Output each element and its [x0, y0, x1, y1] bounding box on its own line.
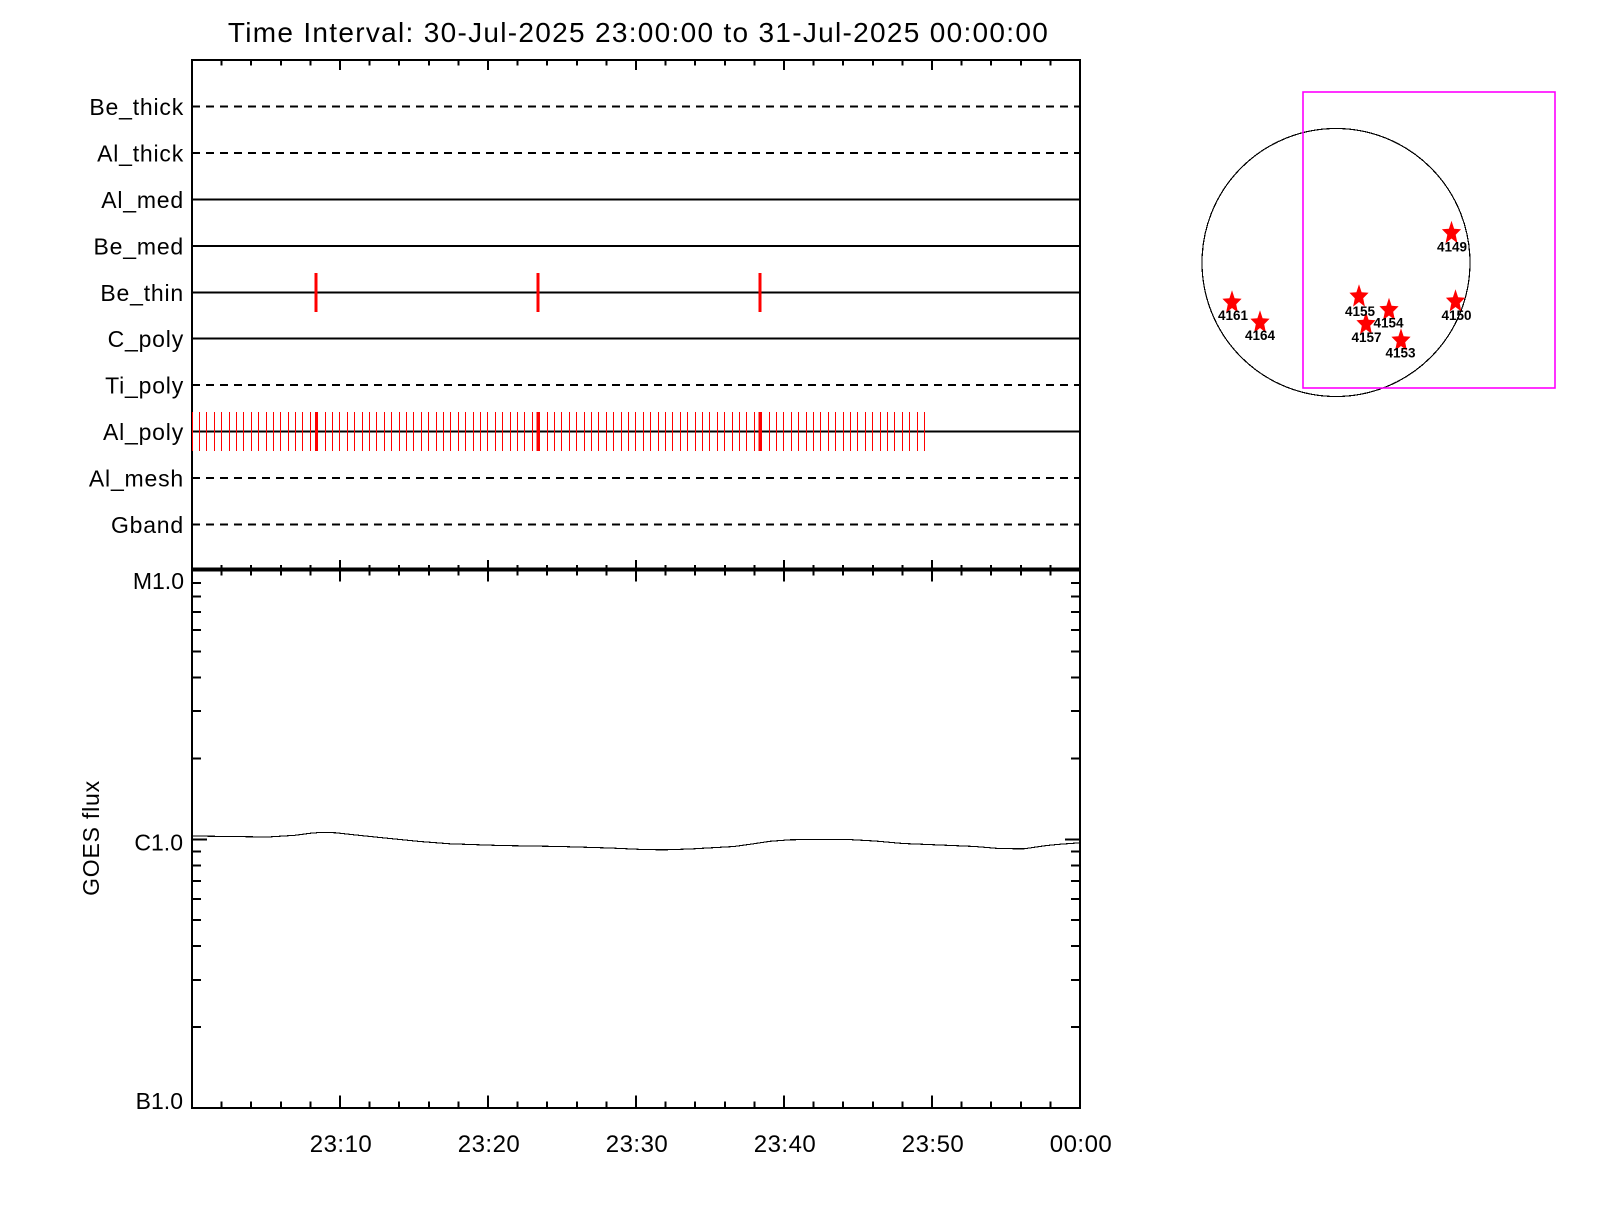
svg-text:4157: 4157 — [1351, 330, 1381, 345]
svg-text:M1.0: M1.0 — [133, 568, 184, 594]
svg-text:23:20: 23:20 — [458, 1131, 521, 1158]
svg-text:4155: 4155 — [1345, 304, 1376, 319]
svg-text:Time Interval: 30-Jul-2025 23:: Time Interval: 30-Jul-2025 23:00:00 to 3… — [228, 17, 1049, 48]
svg-text:00:00: 00:00 — [1050, 1131, 1113, 1158]
svg-text:Al_med: Al_med — [101, 187, 184, 213]
svg-text:B1.0: B1.0 — [136, 1088, 183, 1114]
svg-text:Be_med: Be_med — [94, 233, 184, 259]
svg-text:4149: 4149 — [1437, 240, 1467, 255]
svg-text:Be_thin: Be_thin — [100, 280, 184, 306]
svg-text:23:30: 23:30 — [606, 1131, 669, 1158]
svg-text:23:10: 23:10 — [310, 1131, 373, 1158]
svg-text:4150: 4150 — [1441, 308, 1471, 323]
svg-text:Al_poly: Al_poly — [103, 419, 184, 445]
svg-text:Be_thick: Be_thick — [89, 94, 184, 120]
svg-text:4161: 4161 — [1218, 308, 1249, 323]
svg-text:4164: 4164 — [1245, 328, 1276, 343]
svg-text:C_poly: C_poly — [108, 326, 184, 352]
svg-text:C1.0: C1.0 — [134, 830, 183, 856]
svg-text:Al_mesh: Al_mesh — [89, 466, 184, 492]
svg-text:23:40: 23:40 — [754, 1131, 817, 1158]
svg-text:Gband: Gband — [111, 512, 184, 538]
svg-text:4153: 4153 — [1385, 346, 1416, 361]
svg-text:Al_thick: Al_thick — [97, 141, 184, 167]
svg-text:23:50: 23:50 — [902, 1131, 965, 1158]
svg-text:GOES flux: GOES flux — [78, 780, 104, 896]
svg-text:Ti_poly: Ti_poly — [105, 373, 184, 399]
svg-text:4154: 4154 — [1373, 316, 1404, 331]
